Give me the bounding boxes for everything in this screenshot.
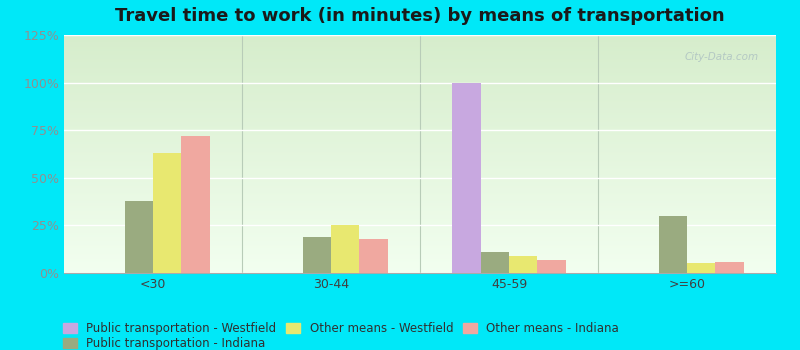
Bar bbox=[331, 225, 359, 273]
Bar bbox=[509, 256, 538, 273]
Bar bbox=[302, 237, 331, 273]
Bar bbox=[182, 136, 210, 273]
Text: City-Data.com: City-Data.com bbox=[684, 52, 758, 62]
Bar bbox=[153, 153, 182, 273]
Bar bbox=[481, 252, 509, 273]
Bar bbox=[715, 261, 744, 273]
Bar bbox=[359, 239, 388, 273]
Bar bbox=[687, 264, 715, 273]
Bar bbox=[452, 83, 481, 273]
Bar bbox=[538, 260, 566, 273]
Bar bbox=[125, 201, 153, 273]
Bar bbox=[658, 216, 687, 273]
Legend: Public transportation - Westfield, Public transportation - Indiana, Other means : Public transportation - Westfield, Publi… bbox=[62, 322, 619, 350]
Title: Travel time to work (in minutes) by means of transportation: Travel time to work (in minutes) by mean… bbox=[115, 7, 725, 25]
